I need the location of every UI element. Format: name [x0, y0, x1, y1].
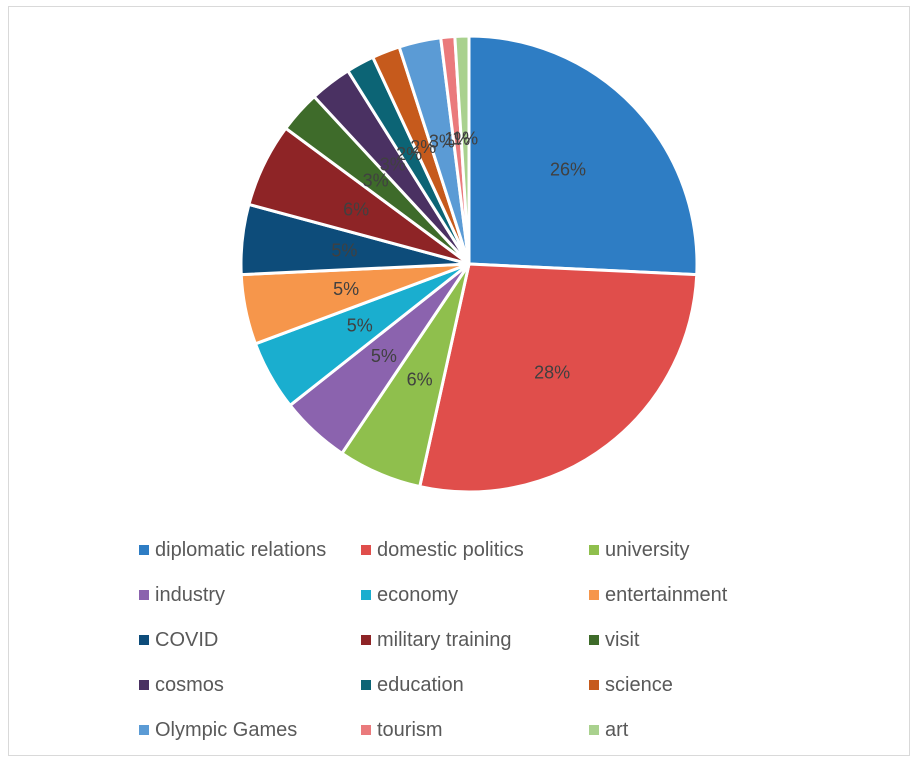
legend-swatch	[361, 590, 371, 600]
data-label-entertainment: 5%	[333, 279, 359, 299]
legend-label: education	[377, 673, 464, 696]
legend-swatch	[589, 545, 599, 555]
legend-swatch	[361, 680, 371, 690]
data-label-economy: 5%	[347, 316, 373, 336]
data-label-art: 1%	[452, 129, 478, 149]
legend-swatch	[139, 680, 149, 690]
legend-item-science: science	[589, 670, 673, 700]
legend-item-tourism: tourism	[361, 715, 443, 745]
data-label-military-training: 6%	[343, 199, 369, 219]
legend-item-visit: visit	[589, 625, 639, 655]
legend-item-education: education	[361, 670, 464, 700]
legend-item-covid: COVID	[139, 625, 218, 655]
legend-label: industry	[155, 583, 226, 606]
legend-item-military-training: military training	[361, 625, 511, 655]
pie-slice-domestic-politics	[417, 262, 699, 494]
legend-label: economy	[377, 583, 459, 606]
legend-swatch	[361, 545, 371, 555]
legend-label: domestic politics	[377, 538, 524, 561]
legend-swatch	[139, 635, 149, 645]
legend-item-entertainment: entertainment	[589, 580, 727, 610]
pie-data-labels: 26%28%6%5%5%5%5%6%3%3%2%2%3%1%1%	[331, 129, 586, 390]
data-label-science: 2%	[410, 137, 436, 157]
legend-label: visit	[605, 628, 640, 651]
data-label-university: 6%	[407, 369, 433, 389]
legend-swatch	[139, 545, 149, 555]
chart-frame: 26% 28% 6% 5% 5% 5% 5% 6% 3% 3% 2% 2% 3% 1% 1% diploma…	[8, 6, 910, 756]
legend-item-domestic-politics: domestic politics	[361, 535, 524, 565]
data-label-cosmos: 3%	[380, 154, 406, 174]
legend-label: COVID	[155, 628, 219, 651]
legend-item-university: university	[589, 535, 689, 565]
legend-item-diplomatic-relations: diplomatic relations	[139, 535, 326, 565]
legend-label: entertainment	[605, 583, 728, 606]
legend-swatch	[139, 590, 149, 600]
legend-swatch	[589, 725, 599, 735]
legend-label: diplomatic relations	[155, 538, 327, 561]
legend-swatch	[361, 725, 371, 735]
legend-label: science	[605, 673, 673, 696]
legend-label: tourism	[377, 718, 443, 741]
pie-slice-art	[453, 34, 471, 265]
pie-slice-diplomatic-relations	[467, 34, 699, 277]
legend-label: military training	[377, 628, 512, 651]
pie-chart: 26%28%6%5%5%5%5%6%3%3%2%2%3%1%1%	[239, 34, 699, 494]
data-label-diplomatic-relations: 26%	[550, 160, 586, 180]
pie-slices	[239, 34, 699, 494]
data-label-visit: 3%	[363, 170, 389, 190]
legend-item-cosmos: cosmos	[139, 670, 224, 700]
data-label-tourism: 1%	[444, 129, 470, 149]
legend-item-art: art	[589, 715, 628, 745]
legend-swatch	[589, 590, 599, 600]
legend-item-olympic-games: Olympic Games	[139, 715, 297, 745]
legend-swatch	[361, 635, 371, 645]
legend-swatch	[589, 635, 599, 645]
data-label-olympic-games: 3%	[429, 132, 455, 152]
legend-item-economy: economy	[361, 580, 458, 610]
legend-label: art	[605, 718, 629, 741]
legend-swatch	[589, 680, 599, 690]
data-label-covid: 5%	[331, 240, 357, 260]
legend-label: university	[605, 538, 690, 561]
legend-item-industry: industry	[139, 580, 225, 610]
data-label-domestic-politics: 28%	[534, 363, 570, 383]
legend-swatch	[139, 725, 149, 735]
legend-label: cosmos	[155, 673, 224, 696]
legend-label: Olympic Games	[155, 718, 298, 741]
data-label-industry: 5%	[371, 346, 397, 366]
data-label-education: 2%	[396, 144, 422, 164]
